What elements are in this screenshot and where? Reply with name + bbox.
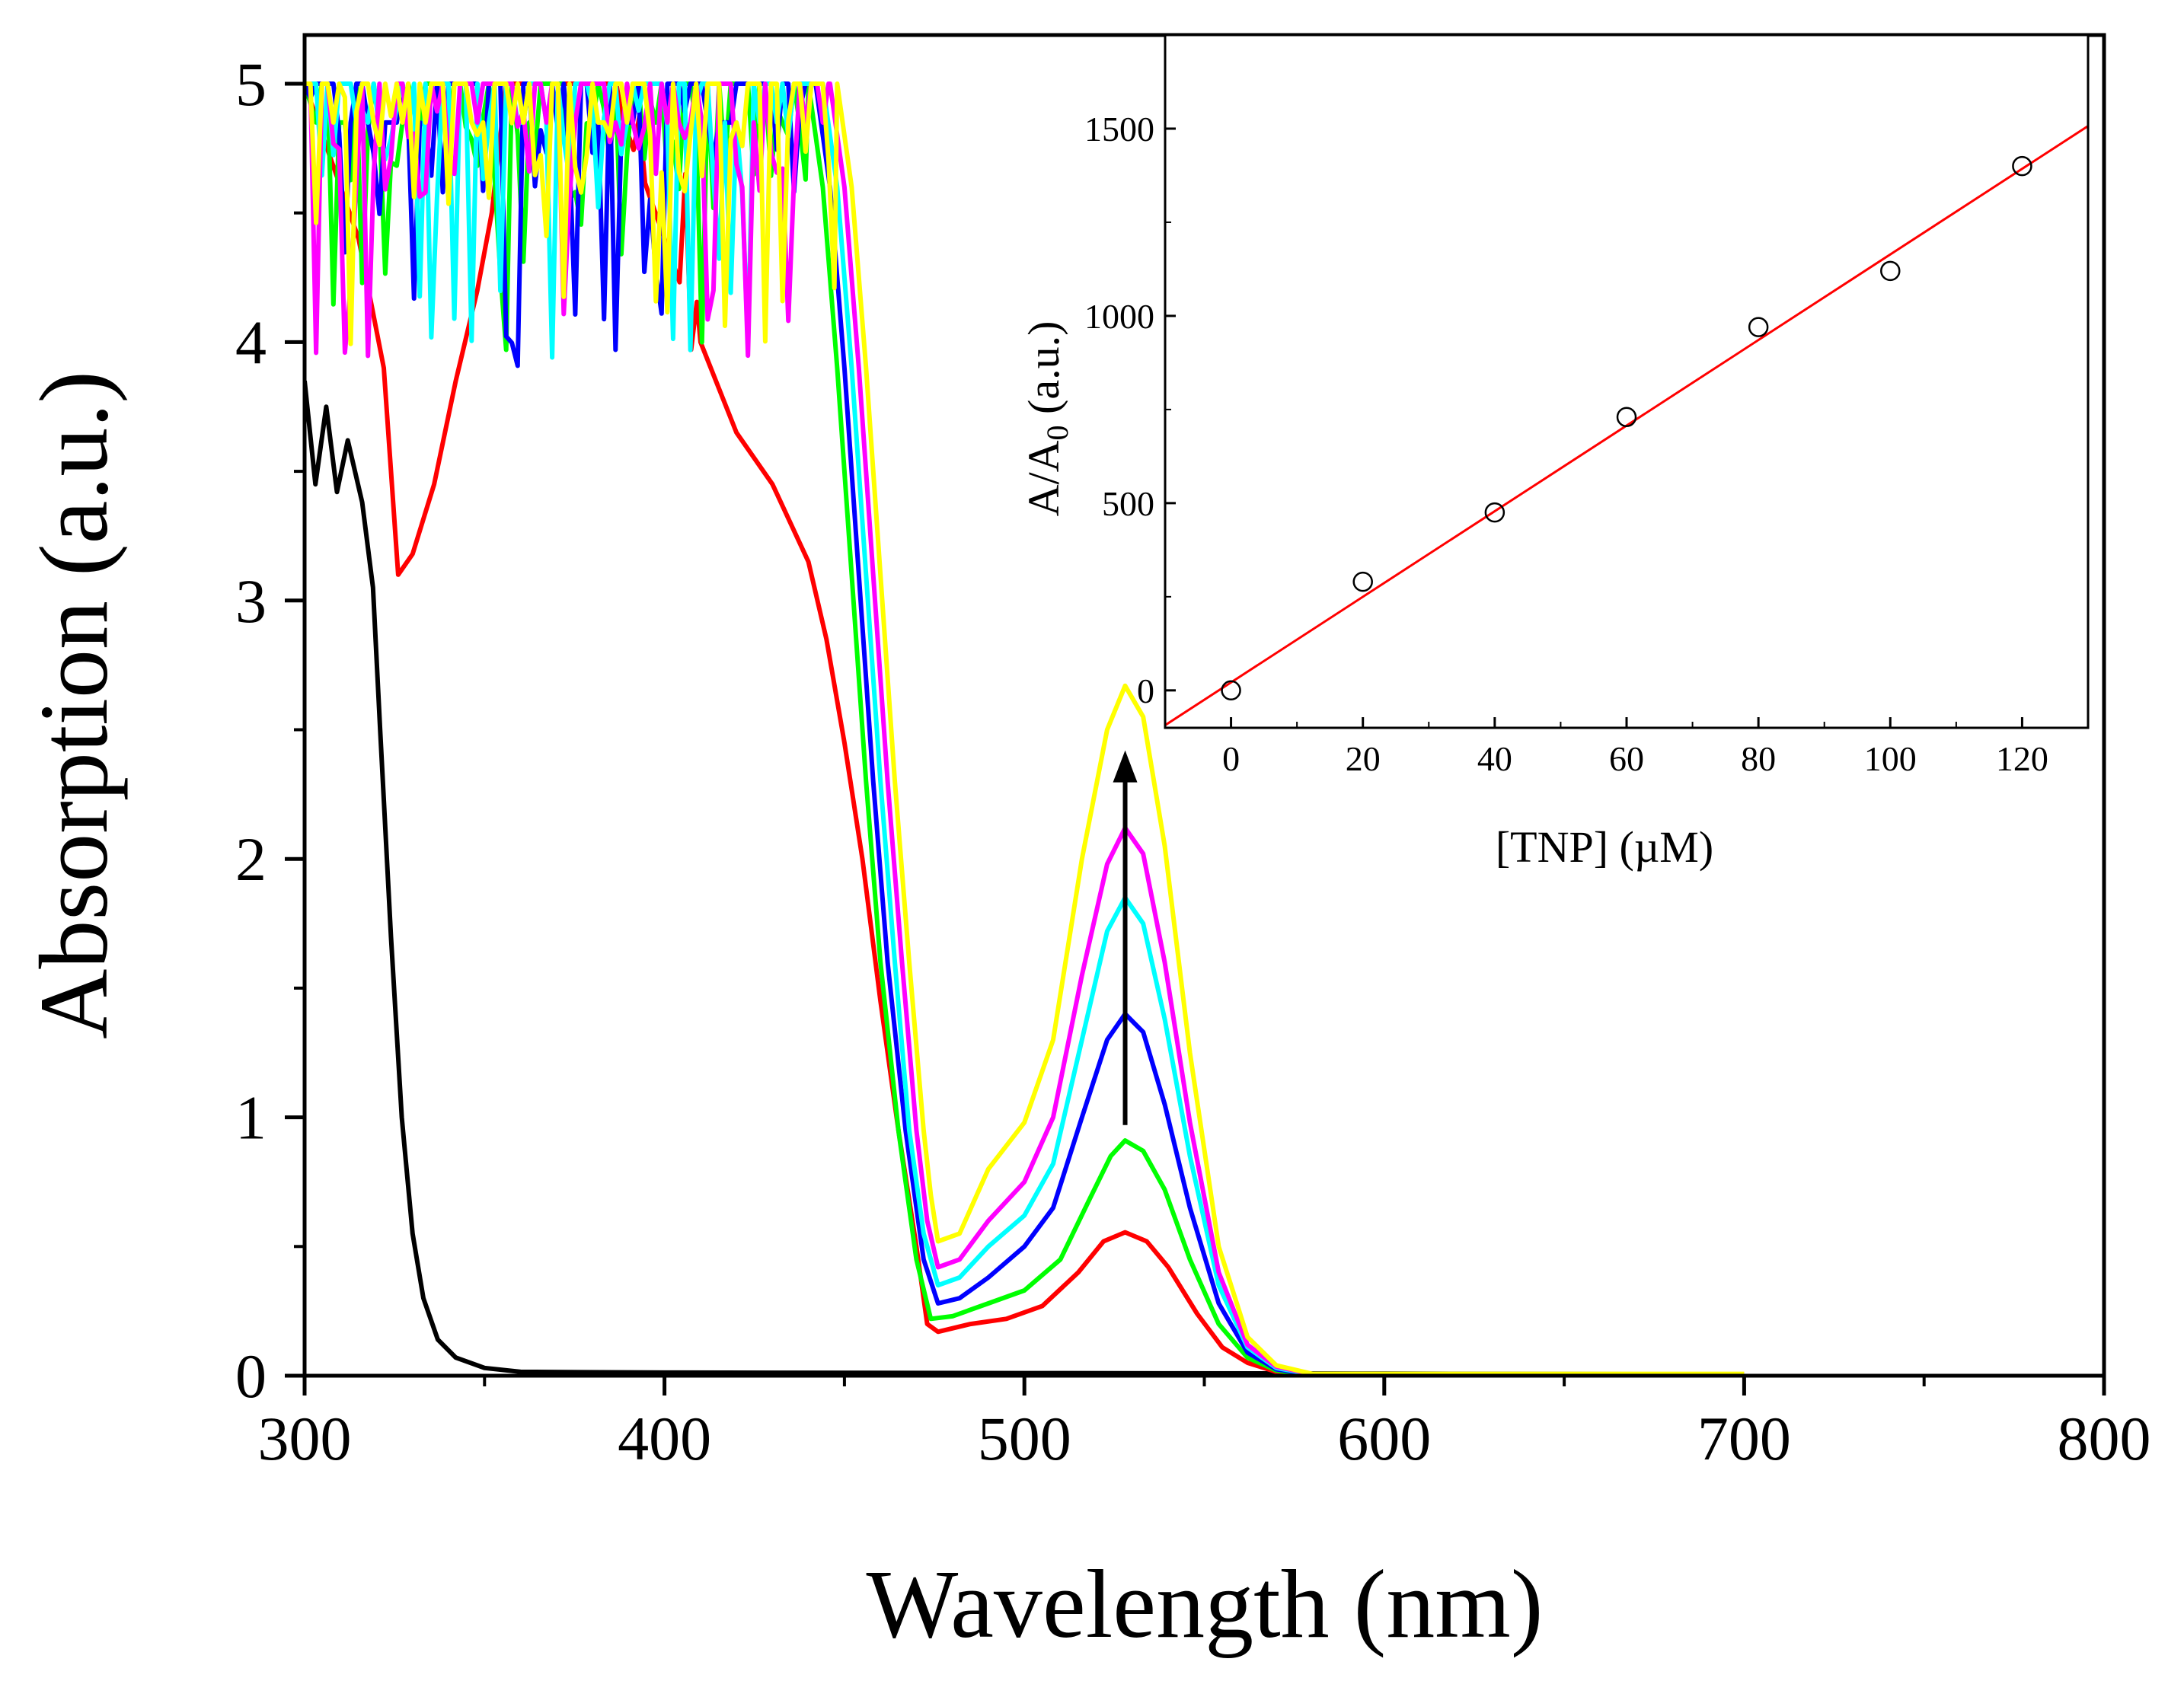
data-point xyxy=(1352,571,1373,592)
main-y-axis-label: Absorption (a.u.) xyxy=(20,371,128,1039)
inset-y-tick-label: 1500 xyxy=(1084,110,1154,148)
x-tick-label: 400 xyxy=(618,1404,711,1473)
inset-x-tick-label: 100 xyxy=(1864,739,1917,778)
inset-ticks-group: 0 20 40 60 80 100 120 0 500 1000 1500 xyxy=(1084,110,2048,778)
data-point xyxy=(1616,407,1637,427)
main-annotations-group xyxy=(1113,750,1138,1125)
series-line-yellow xyxy=(305,81,1745,1376)
inset-x-tick-label: 20 xyxy=(1346,739,1381,778)
data-point xyxy=(1484,502,1505,523)
inset-x-tick-label: 120 xyxy=(1996,739,2048,778)
y-tick-label: 2 xyxy=(235,825,267,894)
x-tick-label: 600 xyxy=(1337,1404,1431,1473)
inset-y-label-main: A/A xyxy=(1019,440,1068,516)
inset-x-tick-label: 0 xyxy=(1222,739,1240,778)
x-tick-label: 300 xyxy=(258,1404,352,1473)
inset-plot-frame xyxy=(1164,33,2090,729)
x-tick-label: 700 xyxy=(1697,1404,1791,1473)
inset-x-tick-label: 80 xyxy=(1741,739,1776,778)
series-line-black xyxy=(305,380,1745,1376)
arrow-head xyxy=(1113,750,1138,783)
data-point xyxy=(1748,317,1769,337)
inset-y-tick-label: 0 xyxy=(1137,671,1154,710)
inset-y-tick-label: 1000 xyxy=(1084,297,1154,336)
y-tick-label: 0 xyxy=(235,1341,267,1411)
main-x-axis-label: Wavelength (nm) xyxy=(867,1550,1544,1658)
y-tick-label: 1 xyxy=(235,1083,267,1153)
inset-y-axis-label: A/A0 (a.u.) xyxy=(1019,321,1074,517)
y-tick-label: 3 xyxy=(235,566,267,636)
inset-linear-fit-chart: 0 20 40 60 80 100 120 0 500 1000 1500 [TNP] (µM) A… xyxy=(1019,33,2090,872)
y-tick-label: 4 xyxy=(235,308,267,377)
inset-y-label-subscript: 0 xyxy=(1040,425,1074,440)
main-series-group xyxy=(305,81,1745,1376)
inset-points-group xyxy=(1221,155,2032,701)
x-tick-label: 800 xyxy=(2058,1404,2151,1473)
data-point xyxy=(1221,680,1241,701)
data-point xyxy=(2012,155,2032,177)
data-point xyxy=(1880,260,1901,282)
x-tick-label: 500 xyxy=(978,1404,1071,1473)
inset-x-tick-label: 60 xyxy=(1609,739,1644,778)
inset-y-label-units: (a.u.) xyxy=(1019,321,1068,426)
inset-background xyxy=(1165,35,2088,728)
inset-x-axis-label: [TNP] (µM) xyxy=(1496,822,1713,872)
y-tick-label: 5 xyxy=(235,49,267,119)
inset-y-tick-label: 500 xyxy=(1102,484,1154,523)
inset-x-tick-label: 40 xyxy=(1477,739,1512,778)
